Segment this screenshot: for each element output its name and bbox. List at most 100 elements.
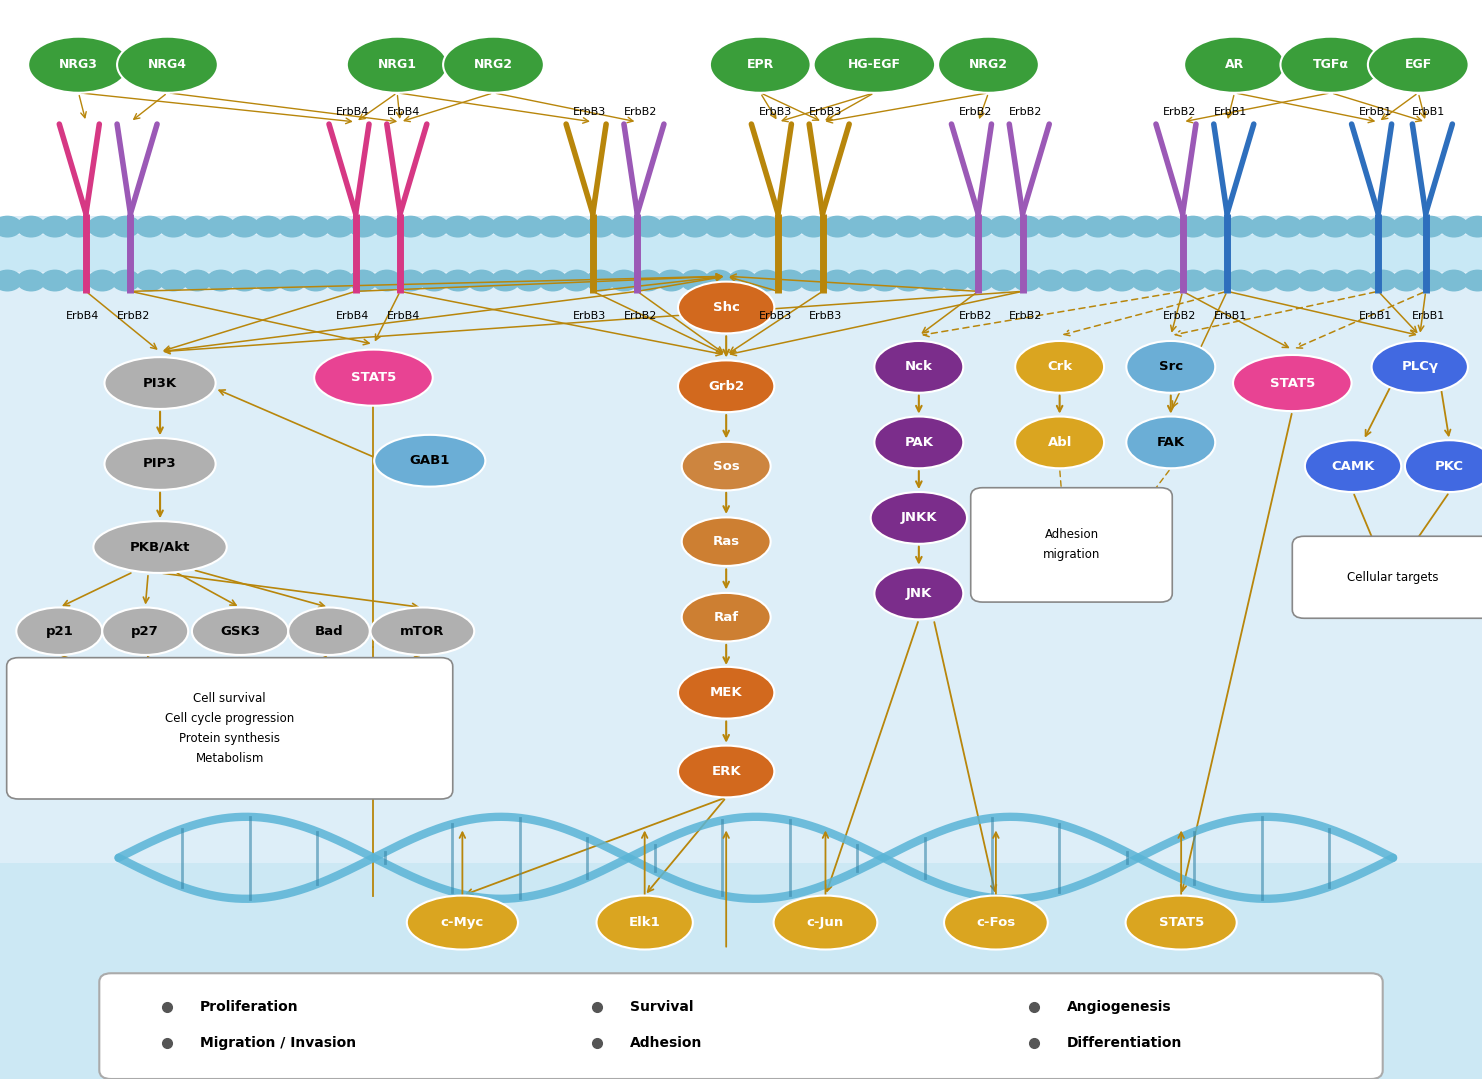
Circle shape [255, 216, 282, 236]
Text: ErbB2: ErbB2 [624, 311, 657, 320]
Circle shape [1249, 270, 1277, 290]
Circle shape [777, 270, 803, 290]
Circle shape [1227, 216, 1254, 236]
Ellipse shape [682, 592, 771, 641]
Circle shape [516, 216, 542, 236]
Text: Src: Src [1159, 360, 1183, 373]
Circle shape [539, 216, 566, 236]
Circle shape [1393, 216, 1420, 236]
Text: ErbB1: ErbB1 [1359, 107, 1392, 117]
Text: Shc: Shc [713, 301, 740, 314]
Text: PLCγ: PLCγ [1402, 360, 1438, 373]
Text: PKC: PKC [1435, 460, 1464, 473]
Ellipse shape [677, 360, 774, 412]
Circle shape [89, 270, 116, 290]
Circle shape [848, 216, 874, 236]
Text: ErbB4: ErbB4 [336, 311, 369, 320]
Text: Sos: Sos [713, 460, 740, 473]
Ellipse shape [1233, 355, 1352, 411]
Circle shape [1180, 270, 1206, 290]
Text: GAB1: GAB1 [409, 454, 451, 467]
FancyBboxPatch shape [1292, 536, 1482, 618]
Circle shape [1415, 270, 1443, 290]
Text: ErbB2: ErbB2 [959, 311, 991, 320]
Circle shape [279, 216, 305, 236]
Ellipse shape [1184, 37, 1285, 93]
Circle shape [943, 270, 969, 290]
Ellipse shape [814, 37, 935, 93]
Circle shape [279, 270, 305, 290]
Circle shape [587, 216, 614, 236]
Text: ErbB4: ErbB4 [387, 107, 419, 117]
Circle shape [1415, 216, 1443, 236]
Text: ErbB4: ErbB4 [336, 107, 369, 117]
Text: NRG4: NRG4 [148, 58, 187, 71]
Text: Adhesion: Adhesion [630, 1037, 702, 1050]
Circle shape [563, 270, 590, 290]
Ellipse shape [104, 357, 216, 409]
Circle shape [1369, 216, 1396, 236]
Ellipse shape [347, 37, 448, 93]
Circle shape [40, 216, 68, 236]
Circle shape [658, 216, 685, 236]
FancyBboxPatch shape [971, 488, 1172, 602]
Circle shape [1132, 216, 1159, 236]
Ellipse shape [443, 37, 544, 93]
Ellipse shape [774, 896, 877, 950]
Circle shape [348, 270, 376, 290]
Circle shape [800, 216, 827, 236]
Ellipse shape [28, 37, 129, 93]
Circle shape [1156, 216, 1183, 236]
Ellipse shape [1015, 416, 1104, 468]
Ellipse shape [93, 521, 227, 573]
Circle shape [990, 216, 1017, 236]
Circle shape [990, 270, 1017, 290]
Text: PI3K: PI3K [142, 377, 178, 390]
Circle shape [302, 270, 330, 290]
Circle shape [0, 216, 21, 236]
Circle shape [160, 270, 187, 290]
Ellipse shape [682, 442, 771, 490]
Circle shape [468, 270, 495, 290]
Circle shape [871, 216, 898, 236]
Circle shape [919, 216, 946, 236]
Text: c-Jun: c-Jun [806, 916, 845, 929]
Circle shape [1346, 216, 1372, 236]
Circle shape [1203, 270, 1230, 290]
Circle shape [682, 216, 708, 236]
Circle shape [587, 270, 614, 290]
Circle shape [871, 270, 898, 290]
Text: Raf: Raf [714, 611, 738, 624]
Circle shape [396, 216, 424, 236]
Ellipse shape [1280, 37, 1381, 93]
Text: MEK: MEK [710, 686, 742, 699]
Circle shape [65, 270, 92, 290]
Circle shape [1464, 270, 1482, 290]
Circle shape [1464, 216, 1482, 236]
Circle shape [1203, 216, 1230, 236]
Ellipse shape [373, 435, 485, 487]
Circle shape [824, 216, 851, 236]
Text: JNK: JNK [906, 587, 932, 600]
Circle shape [492, 270, 519, 290]
Text: Migration / Invasion: Migration / Invasion [200, 1037, 356, 1050]
Text: Proliferation: Proliferation [200, 1000, 299, 1013]
Text: ErbB4: ErbB4 [67, 311, 99, 320]
Circle shape [966, 216, 993, 236]
Circle shape [1085, 270, 1112, 290]
Circle shape [468, 216, 495, 236]
Ellipse shape [871, 492, 966, 544]
Circle shape [18, 216, 44, 236]
Circle shape [539, 270, 566, 290]
Circle shape [1061, 216, 1088, 236]
Circle shape [207, 216, 236, 236]
Circle shape [611, 270, 637, 290]
Text: ErbB2: ErbB2 [1163, 107, 1196, 117]
Ellipse shape [1306, 440, 1402, 492]
Text: ERK: ERK [711, 765, 741, 778]
Circle shape [824, 270, 851, 290]
Circle shape [348, 216, 376, 236]
Text: FAK: FAK [1157, 436, 1184, 449]
Circle shape [113, 270, 139, 290]
Ellipse shape [288, 607, 370, 655]
